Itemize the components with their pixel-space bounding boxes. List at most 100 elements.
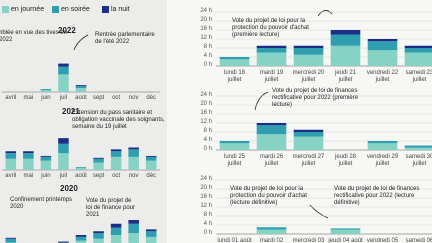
bar-segment: [128, 147, 139, 150]
bar-segment: [219, 57, 250, 60]
bar-segment: [40, 156, 52, 161]
y-tick-label: 16 h: [200, 26, 212, 32]
x-tick-label: lundi 18 juillet: [223, 70, 246, 83]
bar-segment: [293, 54, 324, 66]
y-tick-label: 24 h: [200, 176, 212, 182]
bar-segment: [75, 168, 87, 170]
annotation: Extension du pass sanitaire et obligatio…: [72, 110, 165, 130]
bar-segment: [40, 160, 52, 170]
bar-segment: [145, 229, 157, 232]
x-tick-label: juil: [59, 173, 68, 179]
y-tick-label: 8 h: [203, 212, 212, 218]
annotation: Rentrée parlementaire de l'été 2022: [95, 32, 155, 45]
bar-segment: [145, 231, 157, 237]
legend-label: en soirée: [61, 6, 90, 13]
x-tick-label: juil: [59, 95, 68, 101]
legend-swatch: [52, 6, 59, 13]
bar-segment: [330, 229, 361, 234]
y-tick-label: 0 h: [203, 62, 212, 68]
x-tick-label: avril: [5, 173, 17, 179]
y-tick-label: 4 h: [203, 53, 212, 59]
bar-segment: [330, 228, 361, 230]
bar-segment: [256, 125, 287, 135]
bar-segment: [330, 45, 361, 66]
legend-swatch: [2, 6, 9, 13]
annotation: Vote du projet de loi pour la protection…: [230, 186, 307, 206]
arrow: [317, 10, 333, 17]
bar-segment: [75, 86, 87, 89]
bar-segment: [58, 66, 69, 75]
chart-title: 2022: [58, 26, 76, 35]
bar-segment: [40, 155, 52, 157]
bar-segment: [5, 153, 17, 159]
bar-segment: [219, 59, 250, 66]
x-tick-label: vendredi 29 juillet: [366, 154, 399, 167]
bar-segment: [256, 134, 287, 150]
bar-segment: [256, 227, 287, 230]
annotation: ssemblée en vue des tives en juin 2022: [0, 30, 68, 43]
bar-segment: [330, 34, 361, 46]
y-tick-label: 8 h: [203, 44, 212, 50]
x-tick-label: samedi 23 juillet: [405, 70, 432, 83]
bar-segment: [75, 85, 87, 87]
x-tick-label: avril: [5, 95, 17, 101]
bar-segment: [404, 52, 432, 66]
annotation: Vote du projet de loi de finance pour 20…: [86, 198, 136, 218]
bar-segment: [23, 153, 34, 159]
y-tick-label: 8 h: [203, 128, 212, 134]
bar-segment: [256, 123, 287, 126]
bar-segment: [256, 229, 287, 234]
bar-segment: [110, 235, 122, 243]
bar-segment: [110, 223, 122, 228]
bar-segment: [128, 149, 139, 157]
bar-segment: [93, 158, 104, 163]
bar-segment: [330, 30, 361, 35]
bar-segment: [110, 151, 122, 157]
bar-segment: [93, 233, 104, 239]
bar-segment: [58, 138, 69, 144]
bar-segment: [5, 238, 17, 243]
x-tick-label: déc: [146, 95, 157, 101]
x-tick-label: juin: [41, 173, 51, 179]
bar-segment: [219, 143, 250, 150]
x-tick-label: lundi 25 juillet: [223, 154, 246, 167]
x-tick-label: vendredi 22 juillet: [366, 70, 399, 83]
x-tick-label: mai: [23, 95, 34, 101]
x-tick-label: lundi 01 août: [217, 238, 252, 243]
bar-segment: [404, 45, 432, 48]
bar-segment: [75, 88, 87, 92]
arrow: [309, 204, 329, 219]
x-tick-label: nov: [128, 173, 139, 179]
bar-segment: [5, 237, 17, 239]
x-tick-label: mai: [23, 173, 34, 179]
bar-segment: [404, 145, 432, 148]
bar-segment: [145, 236, 157, 243]
bar-segment: [256, 45, 287, 48]
x-tick-label: mardi 26 juillet: [259, 154, 284, 167]
annotation: Vote du projet de loi pour la protection…: [232, 18, 309, 38]
bar-segment: [404, 48, 432, 53]
x-tick-label: mardi 02 août: [259, 238, 284, 243]
y-tick-label: 20 h: [200, 101, 212, 107]
bar-segment: [293, 129, 324, 132]
bar-segment: [367, 50, 398, 66]
legend-swatch: [102, 6, 109, 13]
bar-segment: [23, 158, 34, 170]
bar-segment: [75, 235, 87, 237]
bar-segment: [40, 90, 52, 92]
y-tick-label: 0 h: [203, 230, 212, 236]
bar-segment: [367, 141, 398, 144]
x-tick-label: vendredi 05 août: [366, 238, 399, 243]
bar-segment: [75, 167, 87, 169]
x-tick-label: oct: [112, 173, 121, 179]
bar-segment: [40, 89, 52, 91]
annotation: Vote du projet de loi de finances rectif…: [272, 88, 359, 108]
bar-segment: [5, 158, 17, 170]
x-tick-label: jeudi 21 juillet: [334, 70, 357, 83]
bar-segment: [293, 136, 324, 150]
chart-title: 2020: [60, 184, 78, 193]
x-tick-label: mercredi 27 juillet: [292, 154, 325, 167]
bar-segment: [367, 41, 398, 51]
